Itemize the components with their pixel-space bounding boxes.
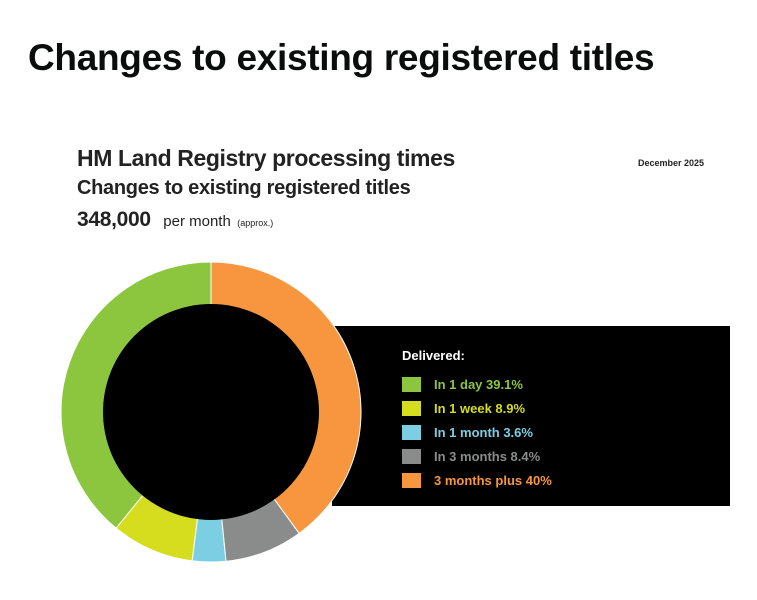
legend-label: 3 months plus 40% xyxy=(434,472,552,488)
legend-swatch xyxy=(402,472,421,488)
legend-panel: Delivered: In 1 day 39.1% In 1 week 8.9% I… xyxy=(332,326,730,506)
monthly-volume: 348,000 per month (approx.) xyxy=(77,208,273,232)
legend-label: In 1 day 39.1% xyxy=(434,376,523,392)
donut-center xyxy=(103,304,319,520)
legend-item: In 1 day 39.1% xyxy=(402,372,552,396)
chart-title: HM Land Registry processing times xyxy=(77,145,455,171)
report-date: December 2025 xyxy=(638,158,705,168)
legend: In 1 day 39.1% In 1 week 8.9% In 1 month 3… xyxy=(402,372,552,492)
legend-swatch xyxy=(402,424,421,440)
page-title: Changes to existing registered titles xyxy=(28,37,655,78)
legend-swatch xyxy=(402,400,421,416)
legend-label: In 1 month 3.6% xyxy=(434,424,533,440)
legend-item: In 3 months 8.4% xyxy=(402,444,552,468)
legend-swatch xyxy=(402,376,421,392)
legend-swatch xyxy=(402,448,421,464)
volume-unit: per month xyxy=(163,213,231,230)
legend-item: 3 months plus 40% xyxy=(402,468,552,492)
legend-title: Delivered: xyxy=(402,348,465,363)
chart-subtitle: Changes to existing registered titles xyxy=(77,177,411,199)
legend-label: In 1 week 8.9% xyxy=(434,400,526,416)
volume-note: (approx.) xyxy=(237,218,274,228)
legend-label: In 3 months 8.4% xyxy=(434,448,541,464)
legend-item: In 1 month 3.6% xyxy=(402,420,552,444)
legend-item: In 1 week 8.9% xyxy=(402,396,552,420)
volume-value: 348,000 xyxy=(77,208,151,231)
